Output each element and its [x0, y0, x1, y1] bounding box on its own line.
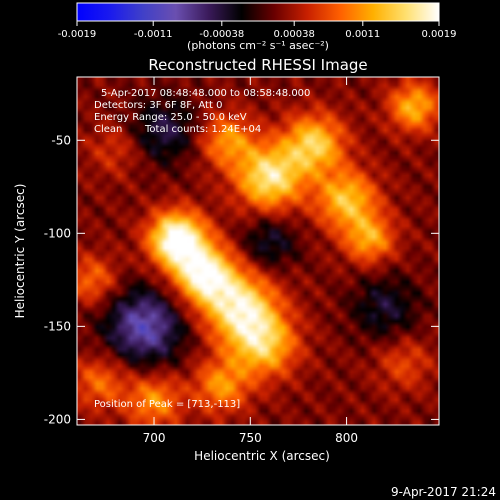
annotation-peak-position: Position of Peak = [713,-113]	[94, 399, 240, 410]
y-tick-label: -150	[44, 319, 71, 333]
colorbar-unit-label: (photons cm⁻² s⁻¹ asec⁻²)	[187, 39, 329, 52]
y-tick-label: -100	[44, 226, 71, 240]
colorbar-tick-label: -0.0019	[58, 29, 97, 40]
x-tick-label: 700	[143, 431, 166, 445]
y-tick-label: -200	[44, 412, 71, 426]
y-axis-ticks: -50 -100 -150 -200	[44, 133, 439, 426]
x-axis-label: Heliocentric X (arcsec)	[194, 449, 330, 463]
x-axis-ticks: 700 750 800	[143, 77, 358, 445]
colorbar: -0.0019 -0.0011 -0.00038 0.00038 0.0011 0.001…	[58, 2, 457, 52]
colorbar-gradient	[76, 2, 440, 22]
annotation-energy-range: Energy Range: 25.0 - 50.0 keV	[94, 112, 247, 123]
colorbar-tick-label: 0.00038	[274, 29, 315, 40]
annotation-detectors: Detectors: 3F 6F 8F, Att 0	[94, 100, 222, 111]
plot-area: 700 750 800 -50 -100 -150 -200	[44, 76, 440, 445]
y-axis-label: Heliocentric Y (arcsec)	[13, 184, 27, 319]
colorbar-tick-label: 0.0019	[422, 29, 457, 40]
x-tick-label: 750	[239, 431, 262, 445]
plot-frame	[76, 76, 440, 426]
x-tick-label: 800	[335, 431, 358, 445]
colorbar-tick-label: 0.0011	[345, 29, 380, 40]
annotation-time-range: 5-Apr-2017 08:48:48.000 to 08:58:48.000	[101, 88, 310, 99]
heatmap-image	[77, 77, 439, 425]
annotation-total-counts: Total counts: 1.24E+04	[144, 124, 261, 135]
annotation-clean: Clean	[94, 124, 122, 135]
timestamp: 9-Apr-2017 21:24	[391, 485, 496, 499]
colorbar-tick-label: -0.0011	[134, 29, 173, 40]
colorbar-tick-label: -0.00038	[199, 29, 244, 40]
plot-annotations: 5-Apr-2017 08:48:48.000 to 08:58:48.000 …	[94, 88, 310, 410]
colorbar-ticks: -0.0019 -0.0011 -0.00038 0.00038 0.0011 0.001…	[58, 21, 457, 40]
y-tick-label: -50	[51, 133, 71, 147]
chart-title: Reconstructed RHESSI Image	[148, 56, 367, 74]
